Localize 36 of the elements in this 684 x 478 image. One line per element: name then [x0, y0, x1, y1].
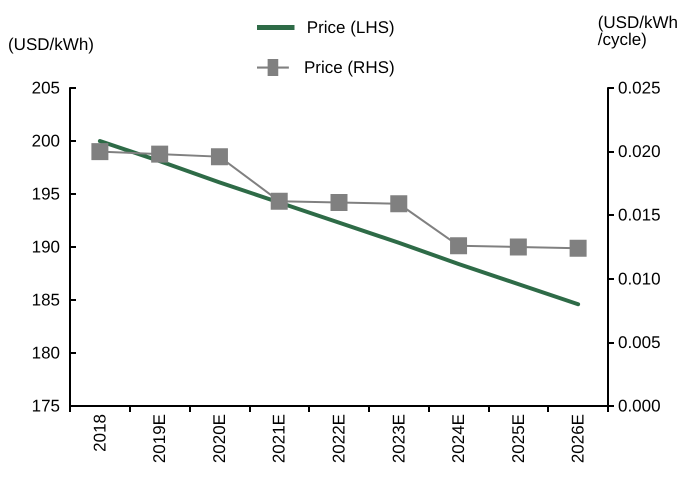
y2-tick-label: 0.000 — [618, 396, 661, 416]
legend-label: Price (LHS) — [306, 18, 395, 37]
x-tick-label: 2021E — [270, 414, 289, 464]
point — [151, 146, 168, 163]
y2-tick-label: 0.025 — [618, 78, 661, 98]
point — [390, 195, 408, 212]
x-tick-label: 2024E — [449, 414, 468, 464]
point — [270, 192, 288, 210]
y2-axis-title: (USD/kWh /cycle) — [598, 13, 678, 49]
point — [210, 148, 228, 166]
x-tick-label: 2025E — [508, 414, 528, 464]
point — [91, 143, 108, 160]
x-tick-label: 2022E — [330, 414, 348, 464]
y-tick-label: 175 — [32, 396, 60, 416]
y2-tick-label: 0.015 — [618, 206, 661, 225]
y-tick-label: 180 — [32, 344, 60, 362]
x-tick-label: 2023E — [389, 414, 408, 464]
y-tick-label: 195 — [32, 184, 60, 204]
y-tick-label: 190 — [32, 238, 60, 256]
y-tick-label: 205 — [32, 78, 60, 98]
point — [570, 240, 587, 257]
legend-label: Price (RHS) — [304, 58, 395, 77]
y-tick-label: 185 — [32, 290, 60, 310]
y2-tick-label: 0.020 — [618, 142, 661, 162]
y2-tick-label: 0.010 — [618, 269, 661, 288]
line-series — [98, 139, 580, 306]
y-axis-title: (USD/kWh) — [8, 35, 94, 54]
x-tick-label: 2026E — [568, 414, 588, 464]
y2-tick-label: 0.005 — [618, 332, 661, 352]
x-tick-label: 2018 — [90, 414, 110, 452]
y-tick-label: 200 — [32, 132, 60, 150]
point — [450, 237, 468, 254]
point — [510, 238, 527, 256]
x-tick-label: 2019E — [150, 414, 170, 464]
point — [330, 194, 348, 211]
x-tick-label: 2020E — [210, 414, 229, 464]
